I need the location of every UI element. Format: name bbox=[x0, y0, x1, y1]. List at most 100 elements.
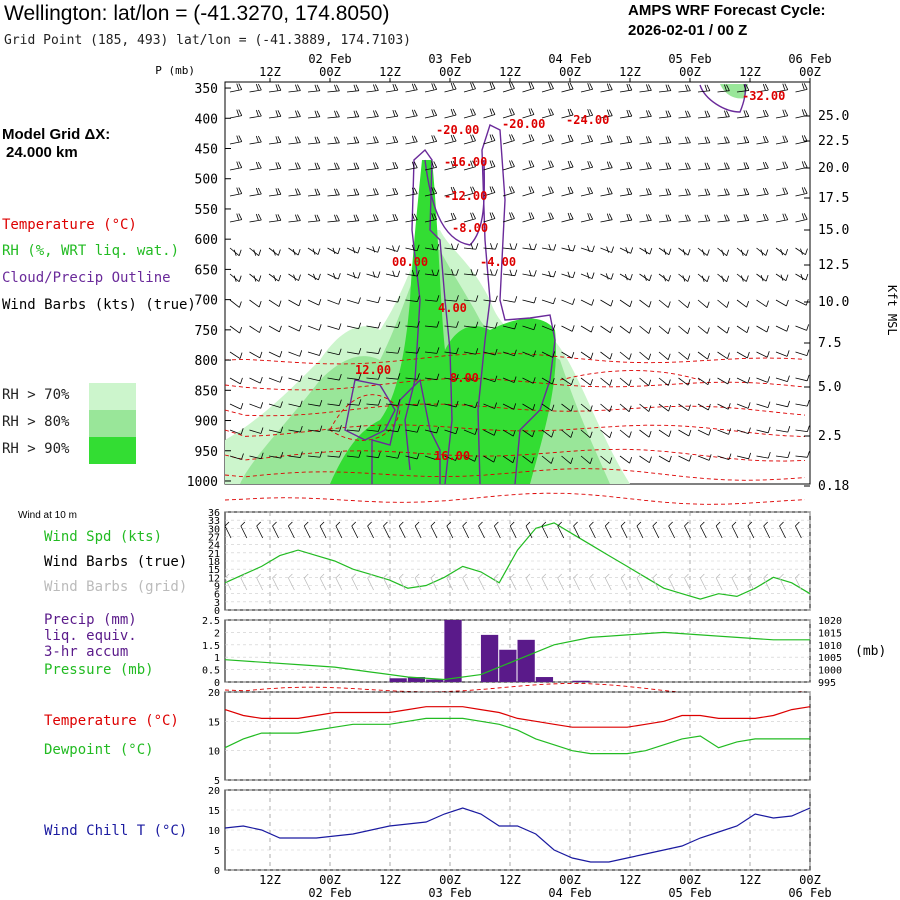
wind-barb bbox=[405, 351, 418, 354]
cloud-precip-outline bbox=[344, 379, 396, 441]
wind-barb bbox=[736, 377, 748, 384]
wind-barb-grid bbox=[446, 577, 454, 591]
wind-barb bbox=[288, 142, 301, 145]
wind-barb bbox=[307, 325, 320, 331]
wind-barb bbox=[587, 161, 591, 168]
wind-speed-tick-label: 9 bbox=[214, 582, 220, 593]
wind-barb bbox=[366, 455, 379, 459]
wind-barb bbox=[745, 188, 750, 195]
wind-barb bbox=[278, 274, 282, 282]
wind-barb bbox=[775, 299, 787, 307]
height-tick-label: 12.5 bbox=[818, 258, 849, 273]
wind-barb bbox=[541, 192, 554, 197]
wind-barb bbox=[293, 274, 296, 281]
wind-barb bbox=[801, 109, 805, 116]
wind-barb-true bbox=[240, 521, 246, 527]
wind-barb bbox=[592, 245, 595, 252]
wind-barb bbox=[416, 269, 420, 277]
legend-precip: Precip (mm) bbox=[44, 612, 137, 628]
wind-barb bbox=[553, 244, 557, 251]
wind-barb bbox=[589, 457, 593, 464]
wind-barb bbox=[392, 245, 395, 252]
wind-barb bbox=[663, 248, 667, 255]
wind-barb bbox=[775, 325, 787, 332]
temperature-contour bbox=[224, 468, 806, 481]
wind-barb bbox=[639, 167, 652, 171]
wind-barb bbox=[619, 299, 631, 308]
wind-barb bbox=[417, 347, 420, 354]
wind-barb bbox=[238, 249, 242, 256]
wind-barb bbox=[483, 455, 495, 463]
wind-barb bbox=[385, 193, 398, 197]
pressure-tick-label: 900 bbox=[195, 415, 218, 430]
wind-barb bbox=[463, 140, 476, 145]
wind-barb bbox=[743, 214, 747, 221]
wind-barb bbox=[358, 425, 362, 432]
wind-barb bbox=[509, 82, 512, 89]
wind-barb bbox=[685, 214, 688, 221]
wind-barb bbox=[436, 321, 440, 328]
wind-barb bbox=[327, 116, 340, 119]
wind-barb bbox=[580, 192, 593, 197]
wind-barb bbox=[724, 214, 727, 221]
wind-barb bbox=[706, 188, 711, 195]
wind-barb bbox=[279, 376, 283, 383]
wind-barb bbox=[706, 110, 711, 117]
wind-barb bbox=[697, 325, 708, 334]
wind-barb bbox=[424, 377, 437, 381]
wind-barb bbox=[355, 162, 360, 169]
wind-barb bbox=[444, 429, 457, 435]
wind-barb bbox=[288, 403, 301, 408]
wind-barb bbox=[762, 213, 766, 221]
wind-barb bbox=[316, 188, 321, 195]
wind-barb bbox=[600, 167, 613, 171]
wind-barb bbox=[483, 325, 496, 329]
wind-barb bbox=[431, 83, 435, 90]
wind-barb bbox=[385, 299, 398, 303]
wind-barb bbox=[587, 83, 591, 90]
wind-barb bbox=[532, 377, 536, 384]
wind-barb bbox=[639, 247, 651, 255]
wind-barb bbox=[736, 429, 749, 434]
wind-barb bbox=[528, 134, 532, 141]
wind-barb bbox=[444, 247, 457, 250]
wind-barb bbox=[775, 141, 788, 145]
wind-barb bbox=[747, 377, 751, 384]
wind-barb bbox=[512, 456, 516, 463]
windchill-tick-label: 10 bbox=[208, 826, 220, 837]
wind-barb bbox=[530, 160, 535, 167]
rh-70-swatch bbox=[89, 383, 136, 410]
wind-barb bbox=[795, 377, 808, 382]
wind-barb-true bbox=[525, 525, 533, 539]
wind-barb bbox=[784, 83, 789, 90]
wind-barb bbox=[385, 89, 398, 93]
legend-dewpoint: Dewpoint (°C) bbox=[44, 742, 154, 758]
wind-barb bbox=[405, 299, 418, 302]
wind-barb bbox=[600, 351, 611, 360]
wind-barb bbox=[648, 405, 652, 412]
wind-barb bbox=[743, 110, 747, 117]
wind-barb bbox=[405, 167, 418, 171]
height-tick-label: 15.0 bbox=[818, 223, 849, 238]
rh-90-swatch bbox=[89, 437, 136, 464]
wind-barb bbox=[502, 455, 514, 464]
rh-90-label: RH > 90% bbox=[2, 441, 70, 457]
wind-barb bbox=[736, 220, 749, 223]
wind-barb-true bbox=[414, 521, 420, 527]
wind-barb-grid bbox=[240, 573, 246, 579]
wind-barb bbox=[550, 212, 554, 219]
wind-barb bbox=[511, 186, 515, 193]
dewpoint-line bbox=[224, 717, 810, 755]
wind-barb bbox=[665, 162, 669, 169]
wind-barb bbox=[494, 375, 498, 382]
wind-barb bbox=[678, 168, 691, 171]
wind-barb bbox=[279, 351, 283, 358]
wind-barb bbox=[236, 83, 240, 90]
wind-barb bbox=[268, 403, 281, 408]
wind-barb-grid bbox=[272, 573, 277, 579]
wind-barb bbox=[726, 136, 730, 143]
wind-barb bbox=[456, 295, 459, 302]
wind-barb bbox=[229, 193, 242, 197]
wind-barb bbox=[678, 455, 690, 462]
wind-barb-grid bbox=[684, 573, 689, 579]
